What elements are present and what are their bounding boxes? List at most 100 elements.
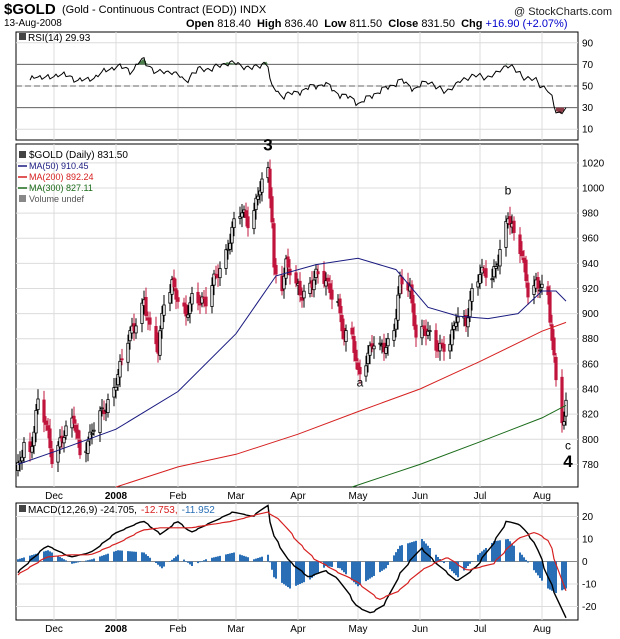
candle-body <box>270 196 274 223</box>
macd-histogram-bar <box>339 561 341 569</box>
candle-body <box>158 330 162 356</box>
macd-histogram-bar <box>197 561 199 564</box>
macd-histogram-bar <box>499 540 501 562</box>
macd-histogram-bar <box>45 550 47 562</box>
macd-x-tick-label: Feb <box>169 624 187 635</box>
macd-histogram-bar <box>387 561 389 566</box>
close-label: Close <box>388 18 419 30</box>
candle-body <box>426 330 430 336</box>
macd-histogram-bar <box>169 561 171 562</box>
candle-body <box>478 274 482 284</box>
rsi-line <box>29 57 567 115</box>
macd-histogram-bar <box>309 561 311 580</box>
candle-body <box>168 292 172 304</box>
macd-histogram-bar <box>465 561 467 569</box>
candle-body <box>196 291 200 304</box>
macd-histogram-bar <box>171 559 173 562</box>
candle-body <box>198 303 202 306</box>
macd-histogram-bar <box>177 554 179 562</box>
candle-body <box>32 431 36 447</box>
macd-histogram-bar <box>357 561 359 587</box>
price-y-tick-label: 900 <box>582 309 599 320</box>
candle-body <box>298 280 302 296</box>
candle-body <box>370 343 374 348</box>
candle-body <box>92 429 96 432</box>
macd-histogram-bar <box>105 554 107 562</box>
candle-body <box>312 279 316 291</box>
candle-body <box>102 409 106 414</box>
candle-body <box>176 297 180 302</box>
candle-body <box>72 415 76 424</box>
macd-legend-label: MACD(12,26,9) -24.705, <box>28 505 137 516</box>
candle-body <box>468 299 472 318</box>
macd-histogram-bar <box>257 557 259 562</box>
macd-histogram-bar <box>399 545 401 562</box>
candle-body <box>536 277 540 289</box>
candle-body <box>470 288 474 302</box>
macd-histogram-bar <box>455 561 457 576</box>
macd-histogram-bar <box>367 561 369 580</box>
macd-histogram-bar <box>443 561 445 564</box>
price-y-tick-label: 960 <box>582 234 599 245</box>
candle-body <box>420 326 424 339</box>
candle-body <box>20 456 24 462</box>
macd-histogram-bar <box>535 561 537 573</box>
macd-histogram-bar <box>441 561 443 562</box>
macd-histogram-bar <box>159 561 161 567</box>
macd-histogram-bar <box>511 543 513 562</box>
candle-body <box>240 212 244 218</box>
candle-body <box>252 210 256 230</box>
candle-body <box>116 374 120 386</box>
macd-histogram-bar <box>239 554 241 562</box>
macd-histogram-bar <box>29 555 31 562</box>
macd-histogram-bar <box>409 542 411 562</box>
macd-histogram-bar <box>173 558 175 562</box>
macd-histogram-bar <box>285 561 287 586</box>
candle-body <box>330 289 334 300</box>
macd-histogram-bar <box>327 561 329 567</box>
macd-histogram-bar <box>493 541 495 562</box>
stockcharts-credit[interactable]: @ StockCharts.com <box>514 6 612 18</box>
candle-body <box>384 347 388 354</box>
macd-histogram-bar <box>75 561 77 563</box>
rsi-overbought-fill <box>506 63 508 65</box>
macd-histogram-bar <box>245 556 247 562</box>
macd-histogram-bar <box>183 559 185 562</box>
candle-body <box>274 264 278 275</box>
macd-histogram-bar <box>201 561 203 562</box>
macd-histogram-bar <box>525 559 527 562</box>
candle-body <box>120 358 124 361</box>
macd-histogram-bar <box>227 553 229 562</box>
candle-body <box>18 460 22 464</box>
macd-histogram-bar <box>161 561 163 569</box>
macd-legend-label: -12.753, <box>141 505 178 516</box>
macd-histogram-bar <box>381 561 383 571</box>
macd-histogram-bar <box>385 561 387 569</box>
macd-histogram-bar <box>79 561 81 562</box>
macd-histogram-bar <box>541 561 543 581</box>
macd-histogram-bar <box>359 561 361 585</box>
candle-body <box>160 312 164 330</box>
candle-body <box>106 399 110 414</box>
price-y-tick-label: 1020 <box>582 158 605 169</box>
macd-histogram-bar <box>467 561 469 566</box>
macd-histogram-bar <box>427 545 429 562</box>
rsi-y-tick-label: 30 <box>582 103 594 114</box>
macd-histogram-bar <box>341 561 343 571</box>
macd-histogram-bar <box>397 548 399 562</box>
macd-histogram-bar <box>253 559 255 562</box>
macd-histogram-bar <box>157 561 159 565</box>
macd-histogram-bar <box>283 561 285 585</box>
macd-histogram-bar <box>481 551 483 562</box>
macd-histogram-bar <box>343 561 345 573</box>
price-x-tick-label: Aug <box>533 491 551 502</box>
candle-body <box>476 281 480 288</box>
candle-body <box>246 216 250 229</box>
macd-histogram-bar <box>155 561 157 563</box>
macd-histogram-bar <box>337 561 339 568</box>
macd-histogram-bar <box>89 559 91 562</box>
candle-body <box>228 242 232 250</box>
candle-body <box>98 410 102 433</box>
price-x-tick-label: Mar <box>227 491 245 502</box>
macd-histogram-bar <box>199 561 201 563</box>
